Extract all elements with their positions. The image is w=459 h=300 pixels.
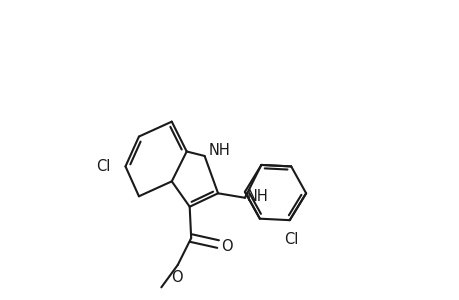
Text: Cl: Cl <box>96 159 110 174</box>
Text: Cl: Cl <box>283 232 298 247</box>
Text: O: O <box>221 239 232 254</box>
Text: O: O <box>171 270 182 285</box>
Text: NH: NH <box>209 142 230 158</box>
Text: NH: NH <box>246 189 268 204</box>
